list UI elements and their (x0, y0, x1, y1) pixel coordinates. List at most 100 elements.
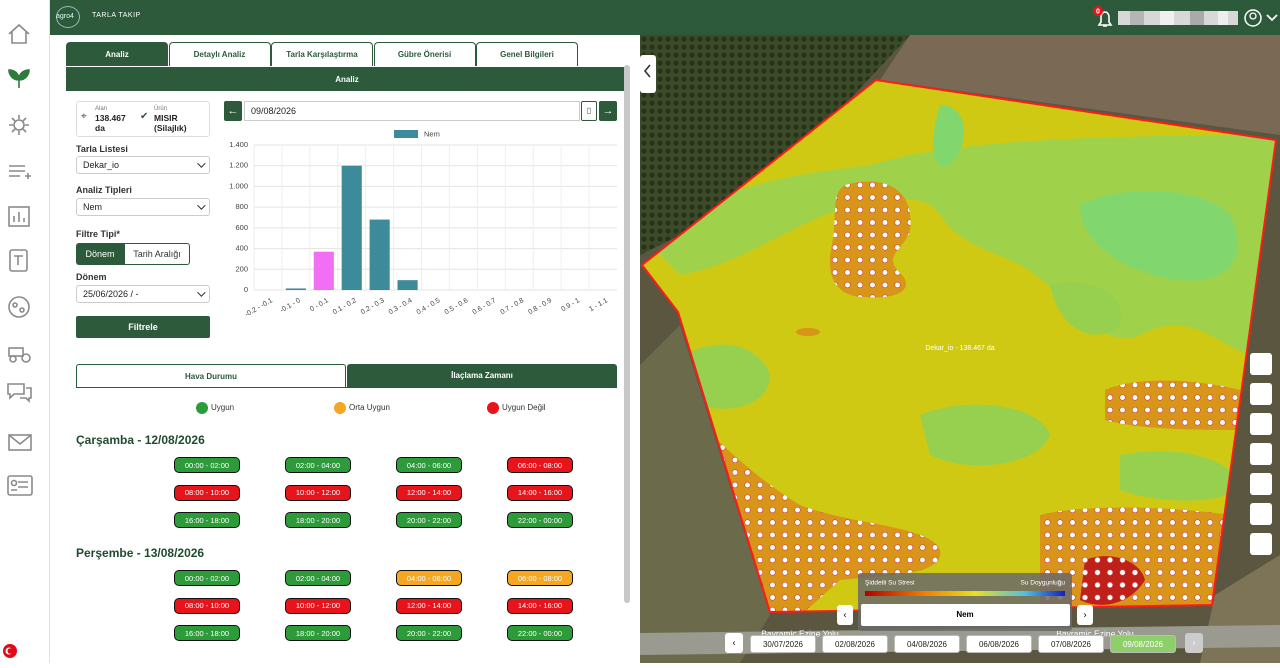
calendar-button[interactable]: ▯ (581, 101, 597, 121)
map-tool[interactable] (1250, 383, 1272, 405)
field-select[interactable]: Dekar_io (76, 156, 210, 174)
analysis-select[interactable]: Nem (76, 198, 210, 216)
legend-dot (334, 402, 346, 414)
tab[interactable]: Gübre Önerisi (373, 42, 476, 66)
chat-icon[interactable] (7, 383, 32, 403)
sample-point (756, 519, 764, 526)
sample-point (906, 544, 914, 551)
y-tick-label: 1.000 (229, 181, 248, 190)
sample-point (1094, 531, 1101, 539)
crop: MISIR (Silajlık) (154, 113, 187, 133)
sample-point (856, 244, 864, 251)
report-icon[interactable] (8, 206, 30, 227)
soil-icon[interactable] (8, 296, 30, 318)
area-label: Alan (95, 106, 108, 112)
sample-point (806, 556, 814, 564)
weather-tab[interactable]: Hava Durumu (76, 364, 346, 388)
date-button[interactable]: 09/08/2026 (1110, 635, 1176, 653)
prev-date[interactable]: ← (224, 101, 242, 121)
layer-select[interactable] (861, 604, 1070, 626)
crop-label: Ürün (154, 106, 168, 112)
sample-point (1131, 544, 1139, 551)
chart-date[interactable]: 09/08/2026 (244, 101, 580, 121)
date-button[interactable]: 06/08/2026 (966, 635, 1032, 653)
sample-point (831, 556, 839, 564)
tab[interactable]: Genel Bilgileri (476, 42, 578, 66)
locate-tool[interactable] (1250, 473, 1272, 495)
date-prev[interactable] (725, 633, 743, 653)
sample-point (794, 506, 801, 514)
analysis-value: Nem (83, 202, 103, 212)
measure-tool[interactable] (1250, 503, 1272, 525)
download-tool[interactable] (1250, 533, 1272, 555)
spray-tab[interactable]: İlaçlama Zamanı (347, 364, 617, 387)
map: Dekar_io - 138.467 da Bayramiç Ezine Yol… (640, 35, 1280, 663)
sample-point (1231, 394, 1239, 401)
filter-option[interactable]: Dönem (76, 243, 124, 265)
sample-point (1131, 569, 1139, 576)
sample-point (1044, 544, 1051, 551)
date-button[interactable]: 02/08/2026 (822, 635, 888, 653)
layers-tool[interactable] (1250, 353, 1272, 375)
next-date[interactable]: → (599, 101, 617, 121)
filter-button[interactable]: Filtrele (76, 316, 210, 338)
layer-next[interactable] (1077, 605, 1093, 625)
sample-point (1219, 394, 1226, 401)
period-label: Dönem (76, 272, 107, 282)
home-icon[interactable] (8, 23, 30, 44)
user-name-blurred[interactable] (1118, 11, 1238, 25)
legend-low: Şiddetli Su Stresi (865, 580, 915, 587)
sample-point (794, 581, 801, 589)
chevron[interactable] (1266, 14, 1278, 22)
sample-point (794, 531, 801, 539)
layer-prev[interactable] (837, 605, 853, 625)
sample-point (1156, 569, 1164, 576)
filter-option[interactable]: Tarih Aralığı (124, 243, 190, 265)
sample-point (806, 569, 814, 576)
tab[interactable]: Tarla Karşılaştırma (271, 42, 373, 66)
logo-mark (56, 6, 80, 28)
sample-point (819, 556, 826, 564)
book-icon[interactable] (9, 249, 28, 272)
sample-point (1131, 406, 1139, 414)
sample-point (1069, 556, 1076, 564)
time-slot: 20:00 - 22:00 (396, 625, 462, 641)
sample-point (769, 519, 776, 526)
sample-point (1044, 556, 1051, 564)
field-icon[interactable] (8, 69, 30, 88)
sample-point (1119, 394, 1126, 401)
profile-icon[interactable] (7, 475, 33, 496)
sample-point (881, 269, 889, 276)
tractor-icon[interactable] (8, 347, 24, 357)
scrollbar[interactable] (624, 65, 630, 603)
sample-point (756, 544, 764, 551)
period-select[interactable]: 25/06/2026 / - (76, 285, 210, 303)
bar (285, 288, 306, 290)
y-tick-label: 1.400 (229, 140, 248, 149)
sample-point (844, 256, 851, 264)
sample-point (1156, 419, 1164, 426)
sample-point (1194, 594, 1201, 601)
date-button[interactable]: 30/07/2026 (750, 635, 816, 653)
task-icon[interactable] (9, 165, 31, 179)
user-icon[interactable] (1244, 9, 1262, 27)
sample-point (869, 219, 876, 226)
date-next[interactable] (1185, 633, 1203, 653)
sample-point (1181, 569, 1189, 576)
sample-point (844, 281, 851, 289)
sample-point (1081, 519, 1089, 526)
compare-tool[interactable] (1250, 413, 1272, 435)
bell-icon[interactable] (1097, 11, 1113, 27)
sample-point (744, 469, 751, 476)
sample-point (1119, 506, 1126, 514)
date-button[interactable]: 04/08/2026 (894, 635, 960, 653)
sample-point (1081, 531, 1089, 539)
mail-icon[interactable] (8, 434, 32, 451)
tab[interactable]: Analiz (66, 42, 168, 66)
sample-point (769, 569, 776, 576)
info-tool[interactable] (1250, 443, 1272, 465)
tab[interactable]: Detaylı Analiz (168, 42, 271, 66)
sat-icon[interactable] (13, 119, 25, 131)
legend-high: Su Doygunluğu (1021, 580, 1066, 587)
date-button[interactable]: 07/08/2026 (1038, 635, 1104, 653)
